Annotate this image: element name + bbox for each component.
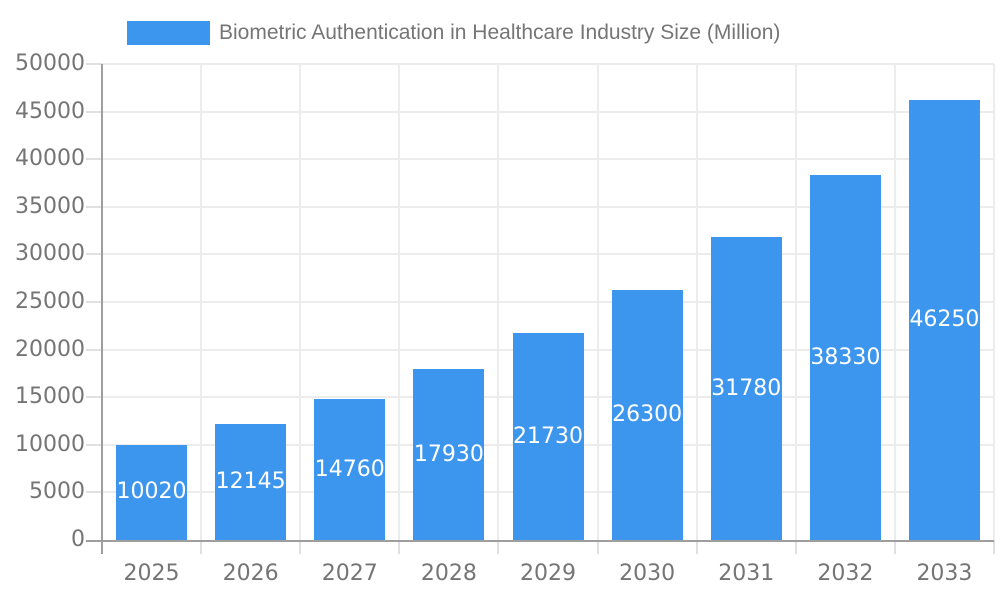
gridline-vertical [299,64,302,540]
y-axis-label: 30000 [15,241,85,267]
y-axis-tick [86,110,102,113]
bar-value-label: 38330 [810,344,881,370]
y-axis-tick [86,348,102,351]
bar-value-label: 14760 [314,456,385,482]
y-axis-label: 5000 [29,479,85,505]
y-axis-label: 45000 [15,98,85,124]
bar-2027[interactable]: 14760 [314,399,386,540]
bar-2032[interactable]: 38330 [809,175,881,540]
y-axis-tick [86,491,102,494]
y-axis-label: 10000 [15,431,85,457]
gridline-horizontal [102,301,994,303]
bar-value-label: 26300 [612,401,683,427]
gridline-vertical [200,64,203,540]
gridline-vertical [596,64,599,540]
legend-swatch[interactable] [127,21,210,45]
y-axis-line [101,64,103,554]
x-axis-tick [993,540,995,554]
y-axis-label: 50000 [15,51,85,76]
x-axis-tick [497,540,500,554]
bar-value-label: 10020 [116,479,187,505]
bar-value-label: 17930 [413,441,484,467]
bar-2025[interactable]: 10020 [116,444,188,540]
gridline-vertical [398,64,401,540]
x-axis-tick [695,540,698,554]
x-axis-label: 2031 [718,561,775,586]
y-axis-label: 20000 [15,336,85,362]
x-axis-label: 2032 [817,561,874,586]
bar-2026[interactable]: 12145 [215,424,287,540]
gridline-horizontal [102,253,994,256]
legend-label[interactable]: Biometric Authentication in Healthcare I… [219,21,781,44]
bar-value-label: 46250 [909,306,980,332]
y-axis-label: 25000 [15,289,85,314]
x-axis-tick [596,540,599,554]
x-axis-label: 2029 [520,561,576,586]
gridline-horizontal [102,110,994,113]
gridline-horizontal [102,205,994,208]
x-axis-line [86,540,994,542]
bar-2031[interactable]: 31780 [710,237,782,540]
y-axis-tick [86,253,102,256]
y-axis-tick [86,63,102,65]
x-axis-label: 2030 [619,561,676,586]
gridline-horizontal [102,158,994,161]
y-axis-tick [86,443,102,446]
x-axis-label: 2026 [222,561,279,586]
bar-2028[interactable]: 17930 [413,369,485,540]
y-axis-label: 40000 [15,146,85,172]
bar-2029[interactable]: 21730 [512,333,584,540]
gridline-vertical [893,64,896,540]
gridline-horizontal [102,63,994,65]
y-axis-tick [86,396,102,399]
gridline-vertical [993,64,995,540]
y-axis-label: 35000 [15,193,85,219]
x-axis-label: 2033 [916,561,973,586]
bar-value-label: 12145 [215,469,286,495]
gridline-vertical [497,64,500,540]
legend: Biometric Authentication in Healthcare I… [0,0,1000,56]
x-axis-label: 2025 [123,561,180,586]
y-axis-label: 15000 [15,384,85,410]
x-axis-label: 2027 [321,561,378,586]
bar-value-label: 31780 [711,375,782,401]
bar-2033[interactable]: 46250 [908,99,980,540]
x-axis-label: 2028 [420,561,477,586]
y-axis-tick [86,158,102,161]
x-axis-tick [299,540,302,554]
y-axis-tick [86,205,102,208]
x-axis-tick [893,540,896,554]
gridline-vertical [794,64,797,540]
bar-2030[interactable]: 26300 [611,289,683,540]
x-axis-tick [398,540,401,554]
y-axis-label: 0 [71,527,85,552]
x-axis-tick [794,540,797,554]
x-axis-tick [200,540,203,554]
gridline-vertical [695,64,698,540]
y-axis-tick [86,301,102,303]
bar-value-label: 21730 [513,423,583,449]
